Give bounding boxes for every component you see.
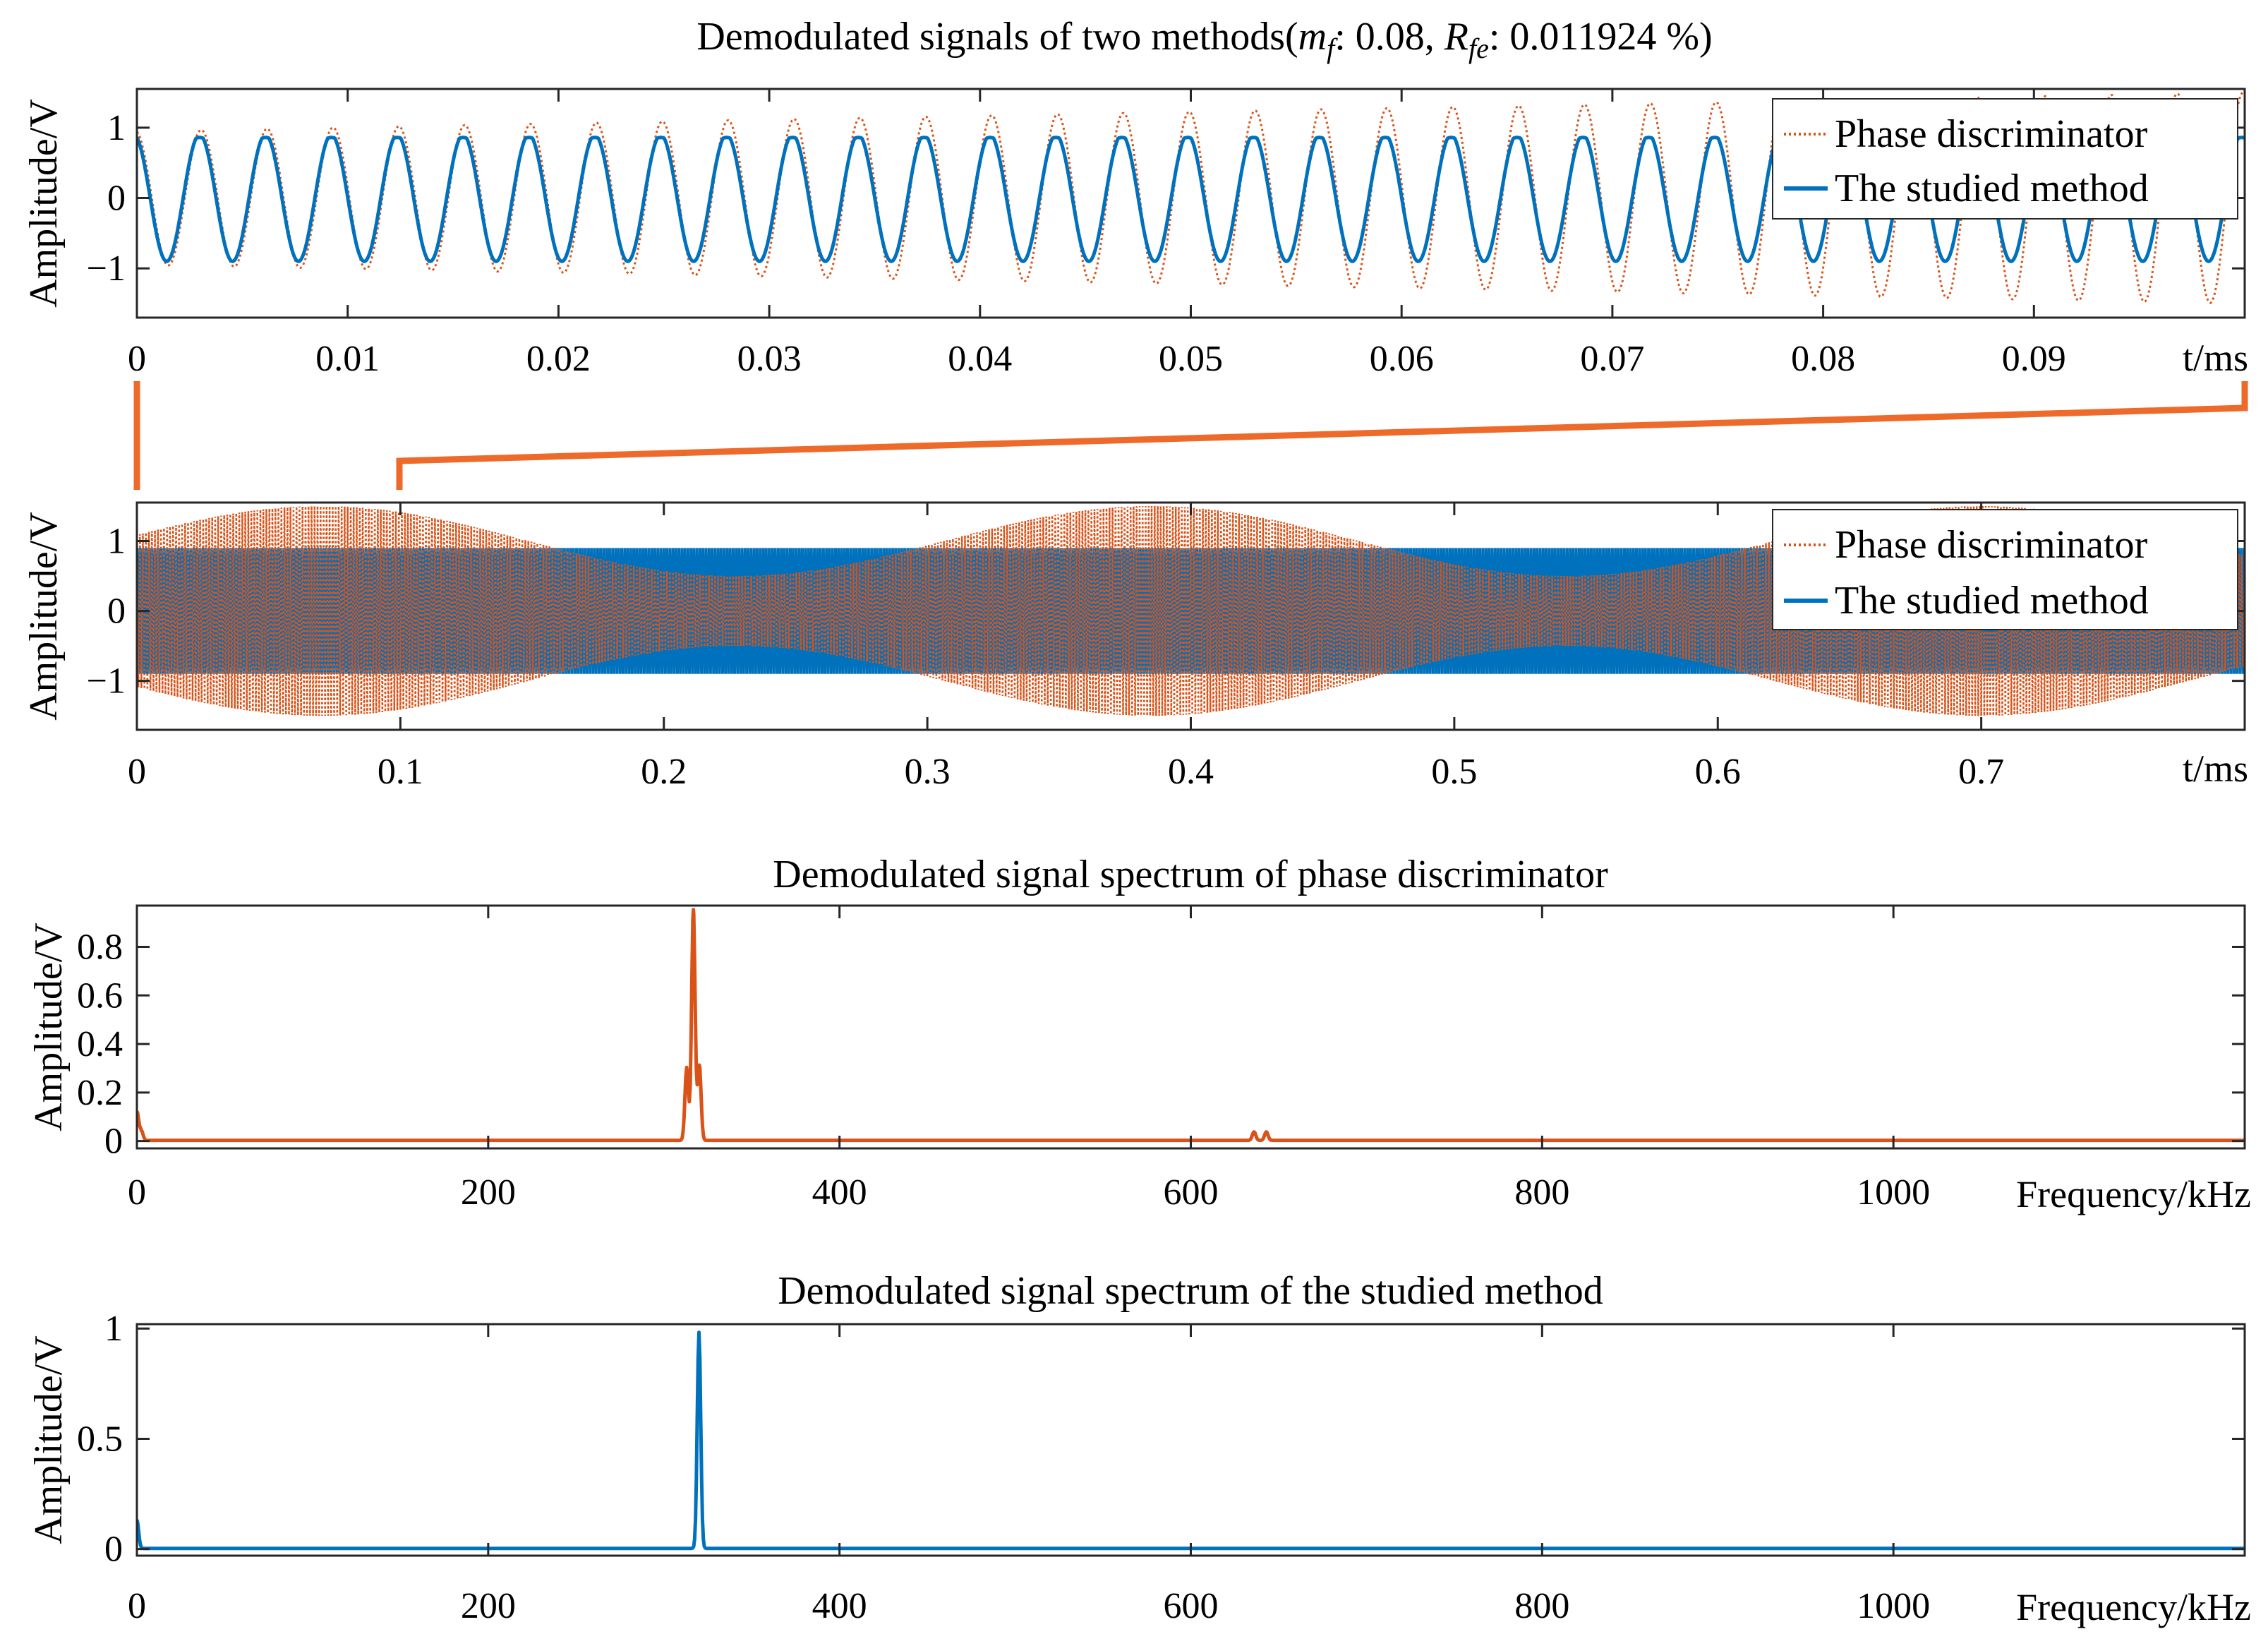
title-mf-value: : 0.08, bbox=[1334, 15, 1444, 59]
spec1-x-axis-unit: Frequency/kHz bbox=[2016, 1173, 2251, 1215]
zoom-y-tick-label: −1 bbox=[87, 248, 126, 289]
panel-spectrum-phase-discriminator: Demodulated signal spectrum of phase dis… bbox=[27, 853, 2251, 1215]
spec2-x-tick-label: 200 bbox=[461, 1586, 516, 1626]
zoom-legend-label-studied: The studied method bbox=[1835, 167, 2149, 210]
spec2-x-axis-unit: Frequency/kHz bbox=[2016, 1586, 2251, 1628]
spec2-ticks: 0 200 400 600 800 1000 0 0.5 1 bbox=[77, 1309, 2245, 1626]
spec2-x-tick-label: 400 bbox=[812, 1586, 867, 1626]
spec2-x-tick-label: 800 bbox=[1514, 1586, 1569, 1626]
title-rfe-value: : 0.011924 %) bbox=[1489, 15, 1713, 59]
full-x-tick-label: 0.3 bbox=[905, 752, 951, 792]
full-x-tick-label: 0.1 bbox=[378, 752, 423, 792]
zoom-x-axis-unit: t/ms bbox=[2183, 337, 2248, 379]
spec1-y-axis-label: Amplitude/V bbox=[27, 923, 71, 1131]
zoom-x-tick-label: 0.09 bbox=[2002, 339, 2066, 379]
spec1-x-tick-label: 600 bbox=[1164, 1172, 1219, 1213]
full-ticks: 0 0.1 0.2 0.3 0.4 0.5 0.6 0.7 −1 0 1 bbox=[87, 503, 2245, 792]
zoom-legend-label-phase: Phase discriminator bbox=[1835, 112, 2148, 156]
spec1-title: Demodulated signal spectrum of phase dis… bbox=[773, 853, 1608, 896]
spec2-y-axis-label: Amplitude/V bbox=[27, 1335, 71, 1544]
full-y-tick-label: 0 bbox=[107, 591, 126, 632]
zoom-legend: Phase discriminator The studied method bbox=[1772, 98, 2238, 220]
spec1-x-tick-label: 0 bbox=[128, 1172, 146, 1213]
title-rfe-subscript: fe bbox=[1468, 32, 1489, 64]
zoom-x-tick-label: 0.01 bbox=[315, 339, 380, 379]
zoom-connector-right bbox=[396, 381, 2248, 490]
full-x-tick-label: 0.5 bbox=[1431, 752, 1477, 792]
spec1-x-tick-label: 200 bbox=[461, 1172, 516, 1213]
zoom-x-tick-label: 0.02 bbox=[526, 339, 591, 379]
full-y-axis-label: Amplitude/V bbox=[22, 512, 66, 721]
spec1-y-tick-label: 0.2 bbox=[77, 1073, 123, 1113]
full-legend-label-studied: The studied method bbox=[1835, 579, 2149, 623]
spec2-y-tick-label: 0 bbox=[104, 1530, 123, 1570]
spec1-y-tick-label: 0.6 bbox=[77, 975, 123, 1016]
full-y-tick-label: −1 bbox=[87, 661, 126, 702]
full-legend-box bbox=[1772, 509, 2238, 630]
spec1-x-tick-label: 400 bbox=[812, 1172, 867, 1213]
spec2-plot-area bbox=[137, 1330, 2245, 1551]
full-x-tick-label: 0 bbox=[128, 752, 146, 792]
zoom-y-tick-label: 0 bbox=[107, 179, 126, 219]
zoom-x-tick-label: 0.04 bbox=[948, 339, 1012, 379]
zoom-x-tick-label: 0.05 bbox=[1159, 339, 1223, 379]
full-y-tick-label: 1 bbox=[107, 521, 126, 561]
title-mf-symbol: m bbox=[1298, 15, 1327, 59]
full-plot-area bbox=[137, 505, 2245, 716]
zoom-ticks: 0 0.01 0.02 0.03 0.04 0.05 0.06 0.07 0.08 0.09 −1 0… bbox=[87, 89, 2245, 379]
zoom-x-tick-label: 0.03 bbox=[737, 339, 802, 379]
spec1-y-tick-label: 0.8 bbox=[77, 927, 123, 967]
full-x-tick-label: 0.4 bbox=[1168, 752, 1214, 792]
spec2-x-tick-label: 600 bbox=[1164, 1586, 1219, 1626]
title-prefix: Demodulated signals of two methods( bbox=[696, 15, 1298, 59]
spec2-series-line bbox=[137, 1330, 2245, 1551]
panel-full-time-signals: 0 0.1 0.2 0.3 0.4 0.5 0.6 0.7 −1 0 1 Amplitude/V t… bbox=[22, 501, 2248, 792]
spec2-title: Demodulated signal spectrum of the studi… bbox=[778, 1269, 1603, 1313]
zoom-x-tick-label: 0.08 bbox=[1791, 339, 1855, 379]
spec1-axes-frame bbox=[135, 904, 2246, 1150]
spec1-y-tick-label: 0.4 bbox=[77, 1024, 123, 1064]
spec2-y-tick-label: 1 bbox=[104, 1309, 123, 1349]
zoom-x-tick-label: 0.06 bbox=[1370, 339, 1434, 379]
full-legend-label-phase: Phase discriminator bbox=[1835, 523, 2148, 567]
spec2-axes-frame bbox=[135, 1323, 2246, 1557]
spec1-ticks: 0 200 400 600 800 1000 0 0.2 0.4 0.6 0.8 bbox=[77, 906, 2245, 1213]
panel-zoomed-time-signals: 0 0.01 0.02 0.03 0.04 0.05 0.06 0.07 0.08 0.09 −1 0… bbox=[22, 88, 2248, 379]
spec2-y-tick-label: 0.5 bbox=[77, 1419, 123, 1459]
chart-title-demodulated-signals: Demodulated signals of two methods(mf: 0… bbox=[696, 15, 1712, 64]
zoom-x-tick-label: 0.07 bbox=[1580, 339, 1644, 379]
spec1-plot-area bbox=[137, 908, 2245, 1143]
full-legend: Phase discriminator The studied method bbox=[1772, 509, 2238, 630]
spec1-y-tick-label: 0 bbox=[104, 1122, 123, 1162]
full-x-tick-label: 0.7 bbox=[1958, 752, 2004, 792]
full-x-tick-label: 0.6 bbox=[1695, 752, 1741, 792]
spec1-x-tick-label: 1000 bbox=[1857, 1172, 1930, 1213]
spec1-x-tick-label: 800 bbox=[1514, 1172, 1569, 1213]
zoom-y-tick-label: 1 bbox=[107, 108, 126, 148]
spec1-series-line bbox=[137, 908, 2245, 1143]
zoom-legend-box bbox=[1772, 98, 2238, 220]
full-series-phase-discriminator bbox=[137, 505, 2245, 716]
panel-spectrum-studied-method: Demodulated signal spectrum of the studi… bbox=[27, 1269, 2251, 1628]
title-rfe-symbol: R bbox=[1444, 15, 1468, 59]
zoom-x-tick-label: 0 bbox=[128, 339, 146, 379]
spec2-x-tick-label: 0 bbox=[128, 1586, 146, 1626]
zoom-y-axis-label: Amplitude/V bbox=[22, 99, 66, 308]
spec2-x-tick-label: 1000 bbox=[1857, 1586, 1930, 1626]
full-x-tick-label: 0.2 bbox=[641, 752, 687, 792]
full-x-axis-unit: t/ms bbox=[2183, 747, 2248, 790]
zoom-connector bbox=[133, 381, 2248, 490]
